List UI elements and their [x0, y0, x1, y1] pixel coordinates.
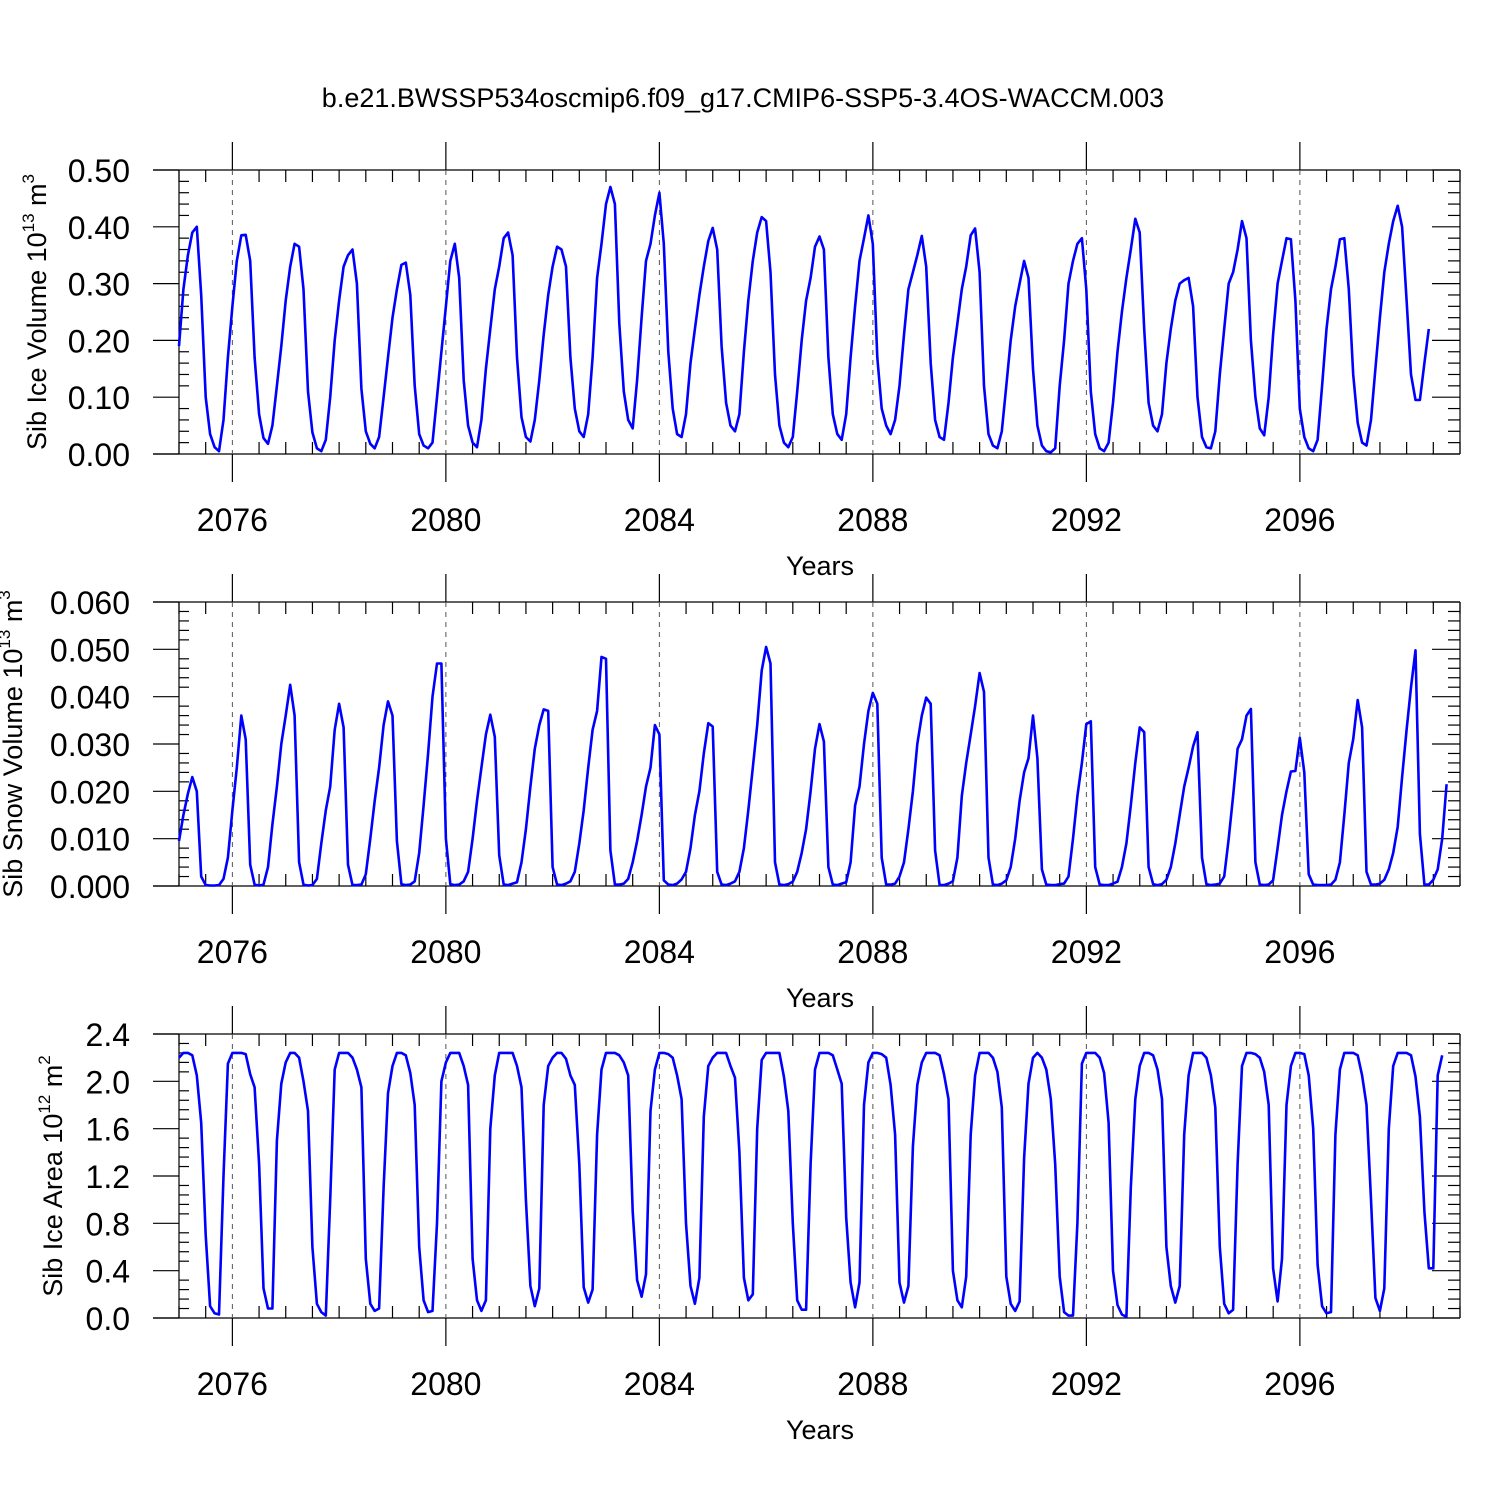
y-tick-label: 0.00 [68, 437, 130, 473]
x-tick-label: 2096 [1264, 502, 1335, 538]
x-tick-label: 2076 [197, 934, 268, 970]
y-tick-label: 0.10 [68, 380, 130, 416]
series-line-ice-volume [177, 185, 1431, 454]
y-tick-label: 0.020 [50, 774, 130, 810]
x-axis-label: Years [786, 1415, 854, 1445]
x-tick-label: 2088 [837, 502, 908, 538]
y-tick-label: 1.2 [86, 1159, 130, 1195]
x-axis-label: Years [786, 551, 854, 581]
x-tick-label: 2096 [1264, 934, 1335, 970]
x-tick-label: 2088 [837, 934, 908, 970]
y-tick-label: 0.050 [50, 632, 130, 668]
y-axis-label: Sib Snow Volume 1013 m3 [0, 590, 28, 898]
y-axis-label: Sib Ice Volume 1013 m3 [19, 174, 52, 450]
y-tick-label: 2.0 [86, 1064, 130, 1100]
y-tick-label: 0.040 [50, 680, 130, 716]
x-tick-label: 2096 [1264, 1366, 1335, 1402]
y-tick-label: 0.20 [68, 323, 130, 359]
x-tick-label: 2092 [1051, 1366, 1122, 1402]
x-tick-label: 2092 [1051, 502, 1122, 538]
y-tick-label: 2.4 [86, 1017, 130, 1053]
y-tick-label: 0.060 [50, 585, 130, 621]
y-axis-label: Sib Ice Area 1012 m2 [35, 1055, 68, 1297]
panel-ice-area: 2076 2080 2084 2088 2092 2096 0.0 0.4 0.8 1.2 1.6 2… [35, 1006, 1461, 1445]
panel-snow-volume: 2076 2080 2084 2088 2092 2096 0.000 0.010 0.020 0… [0, 574, 1461, 1013]
x-tick-label: 2076 [197, 502, 268, 538]
x-tick-label: 2084 [624, 502, 695, 538]
x-tick-label: 2080 [410, 502, 481, 538]
x-tick-label: 2084 [624, 934, 695, 970]
y-tick-label: 0.30 [68, 267, 130, 303]
y-tick-label: 0.8 [86, 1206, 130, 1242]
x-tick-label: 2080 [410, 934, 481, 970]
y-tick-label: 0.4 [86, 1254, 130, 1290]
y-tick-label: 0.030 [50, 727, 130, 763]
x-tick-label: 2084 [624, 1366, 695, 1402]
series-line-ice-area [178, 1051, 1444, 1319]
y-tick-label: 0.0 [86, 1301, 130, 1337]
y-tick-label: 0.010 [50, 822, 130, 858]
series-line-snow-volume [177, 645, 1448, 887]
figure-title: b.e21.BWSSP534oscmip6.f09_g17.CMIP6-SSP5… [322, 83, 1164, 113]
panel-ice-volume: 2076 2080 2084 2088 2092 2096 0.00 0.10 0.20 0.30… [19, 142, 1461, 581]
y-tick-label: 0.40 [68, 210, 130, 246]
x-tick-label: 2088 [837, 1366, 908, 1402]
y-tick-label: 1.6 [86, 1112, 130, 1148]
x-tick-label: 2080 [410, 1366, 481, 1402]
y-tick-label: 0.50 [68, 153, 130, 189]
x-axis-label: Years [786, 983, 854, 1013]
x-tick-label: 2092 [1051, 934, 1122, 970]
y-tick-label: 0.000 [50, 869, 130, 905]
x-tick-label: 2076 [197, 1366, 268, 1402]
